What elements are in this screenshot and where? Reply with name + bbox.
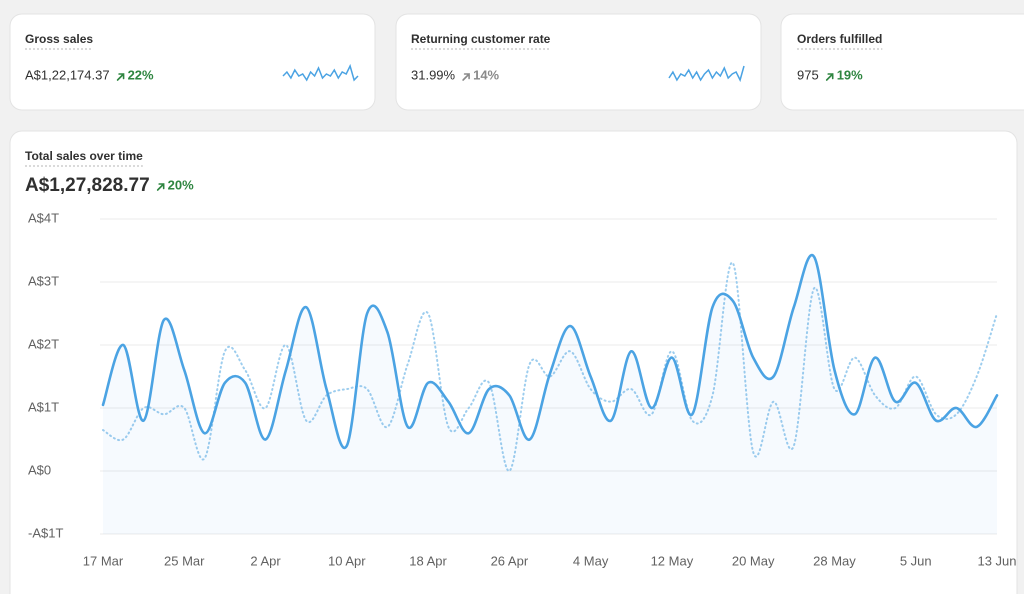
metric-value: A$1,22,174.37 — [25, 67, 110, 82]
metric-change: 14% — [473, 67, 499, 82]
x-tick-label: 13 Jun — [977, 553, 1016, 568]
chart-change: 20% — [168, 177, 194, 192]
card[interactable] — [780, 13, 1024, 111]
x-tick-label: 20 May — [732, 553, 775, 568]
y-tick-label: A$3T — [28, 273, 59, 288]
y-tick-label: A$1T — [28, 399, 59, 414]
y-tick-label: A$0 — [28, 462, 51, 477]
x-tick-label: 5 Jun — [900, 553, 932, 568]
series-line — [101, 253, 999, 450]
metric-value: 975 — [797, 67, 819, 82]
trend-arrow — [156, 183, 165, 191]
x-tick-label: 26 Apr — [491, 553, 529, 568]
x-tick-label: 25 Mar — [164, 553, 205, 568]
x-tick-label: 4 May — [573, 553, 609, 568]
x-tick-label: 2 Apr — [250, 553, 281, 568]
trend-arrow — [116, 73, 125, 81]
metric-title[interactable]: Returning customer rate — [411, 32, 551, 46]
x-tick-label: 17 Mar — [83, 553, 124, 568]
y-tick-label: A$4T — [28, 210, 59, 225]
series-area — [103, 255, 997, 534]
trend-arrow — [462, 73, 470, 81]
chart-card — [9, 130, 1018, 594]
metric-change: 22% — [128, 67, 154, 82]
chart-value: A$1,27,828.77 — [25, 175, 150, 196]
y-tick-label: -A$1T — [28, 525, 63, 540]
card[interactable] — [395, 13, 762, 111]
metric-title[interactable]: Total sales over time — [25, 149, 143, 163]
sparkline — [668, 65, 745, 83]
metric-title[interactable]: Orders fulfilled — [797, 32, 882, 46]
metric-title[interactable]: Gross sales — [25, 32, 93, 46]
metric-change: 19% — [837, 67, 863, 82]
x-tick-label: 10 Apr — [328, 553, 366, 568]
series-line — [102, 262, 998, 473]
x-tick-label: 28 May — [813, 553, 856, 568]
x-tick-label: 18 Apr — [409, 553, 447, 568]
trend-arrow — [825, 73, 834, 81]
x-tick-label: 12 May — [651, 553, 694, 568]
card[interactable] — [9, 13, 376, 111]
sparkline — [282, 63, 359, 82]
metric-value: 31.99% — [411, 67, 456, 82]
y-tick-label: A$2T — [28, 336, 59, 351]
